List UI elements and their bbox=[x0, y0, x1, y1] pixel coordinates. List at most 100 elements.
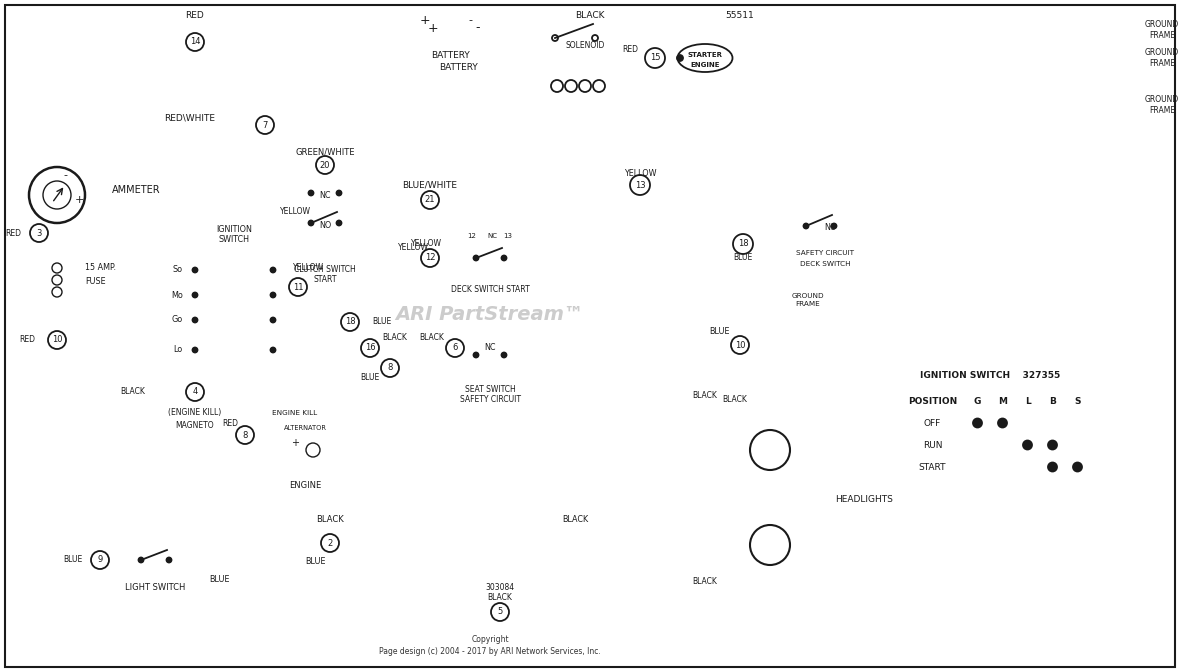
Text: POSITION: POSITION bbox=[907, 396, 957, 405]
Circle shape bbox=[270, 347, 275, 353]
Text: RED: RED bbox=[5, 228, 21, 237]
Text: ALTERNATOR: ALTERNATOR bbox=[283, 425, 327, 431]
Text: NO: NO bbox=[319, 220, 332, 230]
Circle shape bbox=[166, 558, 171, 562]
Text: 2: 2 bbox=[327, 538, 333, 548]
Circle shape bbox=[446, 339, 464, 357]
Text: ARI PartStream™: ARI PartStream™ bbox=[395, 306, 584, 325]
Text: 20: 20 bbox=[320, 161, 330, 169]
Text: YELLOW: YELLOW bbox=[624, 169, 656, 177]
Circle shape bbox=[594, 80, 605, 92]
Text: LIGHT SWITCH: LIGHT SWITCH bbox=[125, 583, 185, 593]
Text: GREEN/WHITE: GREEN/WHITE bbox=[295, 147, 355, 157]
Text: 16: 16 bbox=[365, 343, 375, 353]
Text: GROUND
FRAME: GROUND FRAME bbox=[792, 294, 825, 306]
Circle shape bbox=[750, 525, 789, 565]
Circle shape bbox=[186, 383, 204, 401]
Text: BLACK: BLACK bbox=[120, 388, 145, 396]
Text: +: + bbox=[427, 22, 438, 34]
Text: 10: 10 bbox=[735, 341, 746, 349]
Circle shape bbox=[630, 175, 650, 195]
Text: RED: RED bbox=[622, 46, 638, 54]
Circle shape bbox=[270, 292, 275, 298]
Circle shape bbox=[192, 317, 197, 323]
Text: BLUE: BLUE bbox=[63, 556, 81, 564]
Text: (ENGINE KILL): (ENGINE KILL) bbox=[169, 407, 222, 417]
Text: 18: 18 bbox=[738, 239, 748, 249]
Text: ENGINE: ENGINE bbox=[289, 480, 321, 489]
Text: OFF: OFF bbox=[924, 419, 942, 427]
Bar bbox=[489, 520, 512, 580]
Circle shape bbox=[336, 220, 341, 226]
Text: START: START bbox=[919, 462, 946, 472]
Text: NO: NO bbox=[824, 224, 837, 233]
Circle shape bbox=[289, 278, 307, 296]
Text: Mo: Mo bbox=[171, 290, 183, 300]
Text: -: - bbox=[476, 22, 480, 34]
Circle shape bbox=[677, 55, 683, 61]
Text: 8: 8 bbox=[242, 431, 248, 439]
Text: 10: 10 bbox=[52, 335, 63, 345]
Circle shape bbox=[361, 339, 379, 357]
Circle shape bbox=[341, 313, 359, 331]
Text: 13: 13 bbox=[504, 233, 512, 239]
Text: 8: 8 bbox=[387, 364, 393, 372]
Circle shape bbox=[1048, 441, 1057, 450]
Text: BLACK: BLACK bbox=[316, 515, 343, 525]
Circle shape bbox=[998, 419, 1007, 427]
Text: BLUE: BLUE bbox=[304, 558, 326, 566]
Circle shape bbox=[502, 353, 506, 358]
Text: 9: 9 bbox=[98, 556, 103, 564]
Text: YELLOW: YELLOW bbox=[280, 206, 310, 216]
Circle shape bbox=[579, 80, 591, 92]
Text: CLUTCH SWITCH: CLUTCH SWITCH bbox=[294, 265, 356, 274]
Text: 11: 11 bbox=[293, 282, 303, 292]
Text: MAGNETO: MAGNETO bbox=[176, 421, 215, 429]
Circle shape bbox=[48, 331, 66, 349]
Bar bbox=[158, 393, 232, 448]
Text: 12: 12 bbox=[467, 233, 477, 239]
Text: BLUE: BLUE bbox=[734, 253, 753, 263]
Text: +: + bbox=[420, 13, 431, 26]
Text: 15 AMP.: 15 AMP. bbox=[85, 263, 116, 273]
Text: RED: RED bbox=[19, 335, 35, 345]
Bar bbox=[195, 245, 273, 375]
Circle shape bbox=[321, 534, 339, 552]
Circle shape bbox=[473, 353, 479, 358]
Text: RUN: RUN bbox=[923, 441, 943, 450]
Text: 5: 5 bbox=[498, 607, 503, 616]
Circle shape bbox=[565, 80, 577, 92]
Text: +: + bbox=[74, 195, 84, 205]
Circle shape bbox=[186, 33, 204, 51]
Circle shape bbox=[316, 156, 334, 174]
Circle shape bbox=[52, 263, 63, 273]
Text: BLUE/WHITE: BLUE/WHITE bbox=[402, 181, 458, 190]
Circle shape bbox=[381, 359, 399, 377]
Circle shape bbox=[138, 558, 144, 562]
Text: BLACK: BLACK bbox=[722, 396, 747, 405]
Text: Copyright: Copyright bbox=[471, 636, 509, 644]
Text: 14: 14 bbox=[190, 38, 201, 46]
Text: 303084: 303084 bbox=[485, 583, 514, 593]
Circle shape bbox=[42, 181, 71, 209]
Text: Page design (c) 2004 - 2017 by ARI Network Services, Inc.: Page design (c) 2004 - 2017 by ARI Netwo… bbox=[379, 648, 601, 657]
Circle shape bbox=[421, 249, 439, 267]
Circle shape bbox=[308, 190, 314, 196]
Circle shape bbox=[1073, 462, 1082, 472]
Text: NC: NC bbox=[487, 233, 497, 239]
Circle shape bbox=[308, 220, 314, 226]
Circle shape bbox=[236, 426, 254, 444]
Bar bbox=[763, 203, 878, 293]
Circle shape bbox=[270, 317, 275, 323]
Text: 21: 21 bbox=[425, 196, 435, 204]
Text: DECK SWITCH: DECK SWITCH bbox=[800, 261, 851, 267]
Bar bbox=[258, 395, 353, 475]
Text: HEADLIGHTS: HEADLIGHTS bbox=[835, 495, 893, 505]
Text: Lo: Lo bbox=[173, 345, 183, 355]
Text: SAFETY CIRCUIT: SAFETY CIRCUIT bbox=[796, 250, 854, 256]
Text: 55511: 55511 bbox=[726, 11, 754, 21]
Text: RED\WHITE: RED\WHITE bbox=[164, 114, 216, 122]
Text: S: S bbox=[1074, 396, 1081, 405]
Text: YELLOW: YELLOW bbox=[411, 239, 441, 249]
Circle shape bbox=[473, 255, 479, 261]
